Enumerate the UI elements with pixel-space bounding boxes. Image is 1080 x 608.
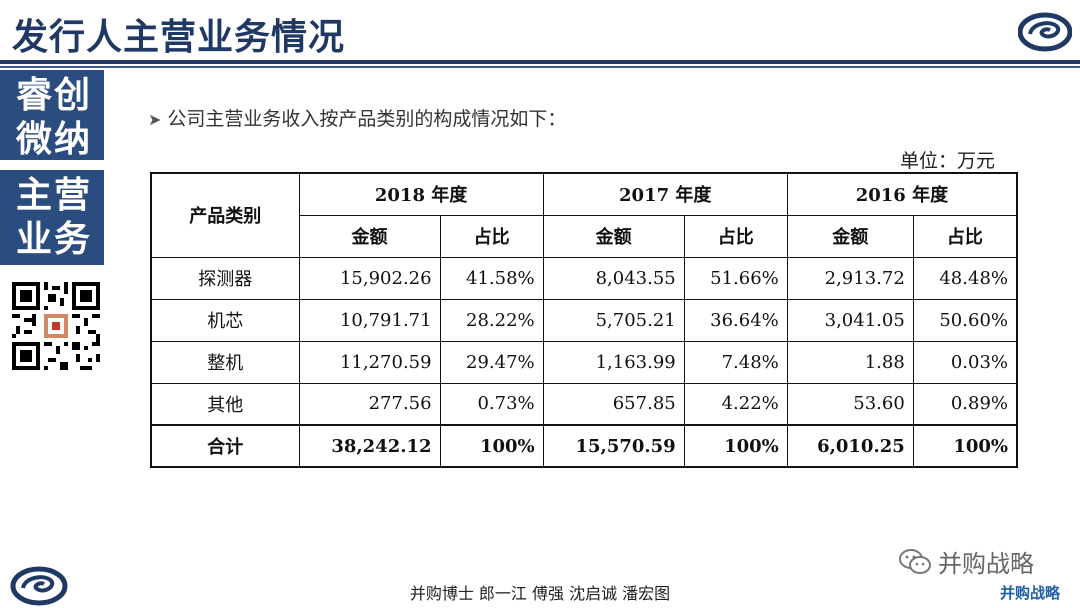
table-cell: 0.89% bbox=[912, 382, 1018, 426]
total-cell: 6,010.25 bbox=[786, 424, 914, 468]
amount-header: 金额 bbox=[786, 214, 914, 258]
page-title: 发行人主营业务情况 bbox=[12, 17, 346, 58]
wechat-icon bbox=[899, 548, 931, 574]
table-cell: 8,043.55 bbox=[542, 256, 685, 300]
table-row: 其他 277.56 0.73% 657.85 4.22% 53.60 0.89% bbox=[150, 382, 1018, 426]
intro-text: 公司主营业务收入按产品类别的构成情况如下： bbox=[167, 108, 567, 130]
footer-authors: 并购博士 郎一江 傅强 沈启诚 潘宏图 bbox=[409, 584, 671, 603]
table-cell: 0.03% bbox=[912, 340, 1018, 384]
amount-header: 金额 bbox=[542, 214, 685, 258]
table-cell: 15,902.26 bbox=[298, 256, 441, 300]
table-cell: 53.60 bbox=[786, 382, 914, 426]
row-name: 其他 bbox=[150, 382, 300, 426]
header-divider-thin bbox=[0, 66, 1080, 68]
row-name: 探测器 bbox=[150, 256, 300, 300]
watermark: 并购战略 bbox=[898, 544, 1034, 579]
total-cell: 38,242.12 bbox=[298, 424, 441, 468]
amount-header: 金额 bbox=[298, 214, 441, 258]
table-cell: 5,705.21 bbox=[542, 298, 685, 342]
revenue-table: 产品类别 2018 年度 2017 年度 2016 年度 金额 占比 金额 占比… bbox=[150, 172, 1018, 468]
category-header: 产品类别 bbox=[150, 172, 300, 258]
unit-label: 单位：万元 bbox=[900, 150, 996, 172]
year-header-2017: 2017 年度 bbox=[542, 172, 788, 216]
sidebar-section-line1: 主营 bbox=[16, 175, 93, 216]
row-name: 机芯 bbox=[150, 298, 300, 342]
header-divider bbox=[0, 60, 1080, 64]
table-cell: 1,163.99 bbox=[542, 340, 685, 384]
table-cell: 4.22% bbox=[683, 382, 788, 426]
row-name: 整机 bbox=[150, 340, 300, 384]
company-logo-footer-icon bbox=[10, 566, 68, 606]
sidebar-company-box: 睿创 微纳 bbox=[0, 70, 104, 160]
intro-bullet: ➤ 公司主营业务收入按产品类别的构成情况如下： bbox=[148, 104, 566, 131]
qr-code-icon bbox=[12, 282, 100, 370]
total-label: 合计 bbox=[150, 424, 300, 468]
table-cell: 28.22% bbox=[439, 298, 544, 342]
total-cell: 100% bbox=[439, 424, 544, 468]
table-cell: 0.73% bbox=[439, 382, 544, 426]
table-cell: 277.56 bbox=[298, 382, 441, 426]
table-cell: 36.64% bbox=[683, 298, 788, 342]
table-cell: 2,913.72 bbox=[786, 256, 914, 300]
brand-logo-text: 并购战略 bbox=[1000, 584, 1061, 602]
watermark-text: 并购战略 bbox=[938, 550, 1034, 578]
table-cell: 7.48% bbox=[683, 340, 788, 384]
total-cell: 100% bbox=[683, 424, 788, 468]
table-cell: 48.48% bbox=[912, 256, 1018, 300]
total-row: 合计 38,242.12 100% 15,570.59 100% 6,010.2… bbox=[150, 424, 1018, 468]
share-header: 占比 bbox=[683, 214, 788, 258]
table-row: 机芯 10,791.71 28.22% 5,705.21 36.64% 3,04… bbox=[150, 298, 1018, 342]
sidebar-section-line2: 业务 bbox=[16, 219, 93, 260]
year-header-2016: 2016 年度 bbox=[786, 172, 1018, 216]
share-header: 占比 bbox=[912, 214, 1018, 258]
table-cell: 29.47% bbox=[439, 340, 544, 384]
table-cell: 11,270.59 bbox=[298, 340, 441, 384]
company-logo-icon bbox=[1018, 12, 1072, 52]
sidebar-company-line2: 微纳 bbox=[16, 119, 93, 160]
bullet-arrow-icon: ➤ bbox=[148, 110, 162, 129]
year-header-2018: 2018 年度 bbox=[298, 172, 544, 216]
table-cell: 41.58% bbox=[439, 256, 544, 300]
total-cell: 15,570.59 bbox=[542, 424, 685, 468]
table-cell: 51.66% bbox=[683, 256, 788, 300]
table-cell: 50.60% bbox=[912, 298, 1018, 342]
table-cell: 10,791.71 bbox=[298, 298, 441, 342]
table-cell: 3,041.05 bbox=[786, 298, 914, 342]
table-row: 探测器 15,902.26 41.58% 8,043.55 51.66% 2,9… bbox=[150, 256, 1018, 300]
total-cell: 100% bbox=[912, 424, 1018, 468]
table-cell: 657.85 bbox=[542, 382, 685, 426]
share-header: 占比 bbox=[439, 214, 544, 258]
table-row: 整机 11,270.59 29.47% 1,163.99 7.48% 1.88 … bbox=[150, 340, 1018, 384]
sidebar-section-box: 主营 业务 bbox=[0, 170, 104, 265]
sidebar-company-line1: 睿创 bbox=[16, 75, 93, 116]
table-cell: 1.88 bbox=[786, 340, 914, 384]
